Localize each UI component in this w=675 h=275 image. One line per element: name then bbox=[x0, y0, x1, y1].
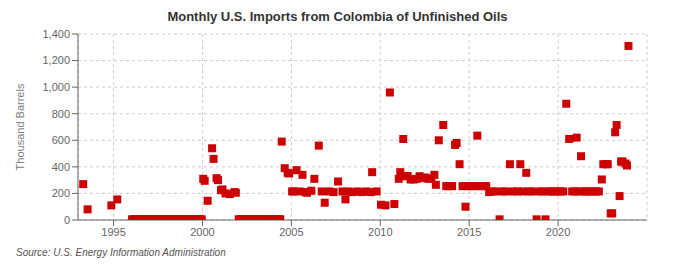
svg-text:2010: 2010 bbox=[368, 226, 392, 238]
svg-text:600: 600 bbox=[52, 134, 70, 146]
svg-text:2020: 2020 bbox=[546, 226, 570, 238]
svg-text:2000: 2000 bbox=[190, 226, 214, 238]
svg-text:0: 0 bbox=[64, 214, 70, 226]
svg-text:2015: 2015 bbox=[457, 226, 481, 238]
svg-text:Thousand Barrels: Thousand Barrels bbox=[14, 83, 26, 170]
svg-text:1,000: 1,000 bbox=[42, 81, 70, 93]
html-text:Monthly U.S. Imports from Colo: Monthly U.S. Imports from Colombia of Un… bbox=[167, 9, 508, 24]
svg-text:400: 400 bbox=[52, 161, 70, 173]
svg-text:2005: 2005 bbox=[279, 226, 303, 238]
svg-text:800: 800 bbox=[52, 108, 70, 120]
html-text:Source: U.S. Energy Informatio: Source: U.S. Energy Information Administ… bbox=[16, 247, 226, 258]
svg-text:1995: 1995 bbox=[101, 226, 125, 238]
svg-text:1,400: 1,400 bbox=[42, 28, 70, 40]
svg-text:200: 200 bbox=[52, 187, 70, 199]
svg-text:1,200: 1,200 bbox=[42, 54, 70, 66]
